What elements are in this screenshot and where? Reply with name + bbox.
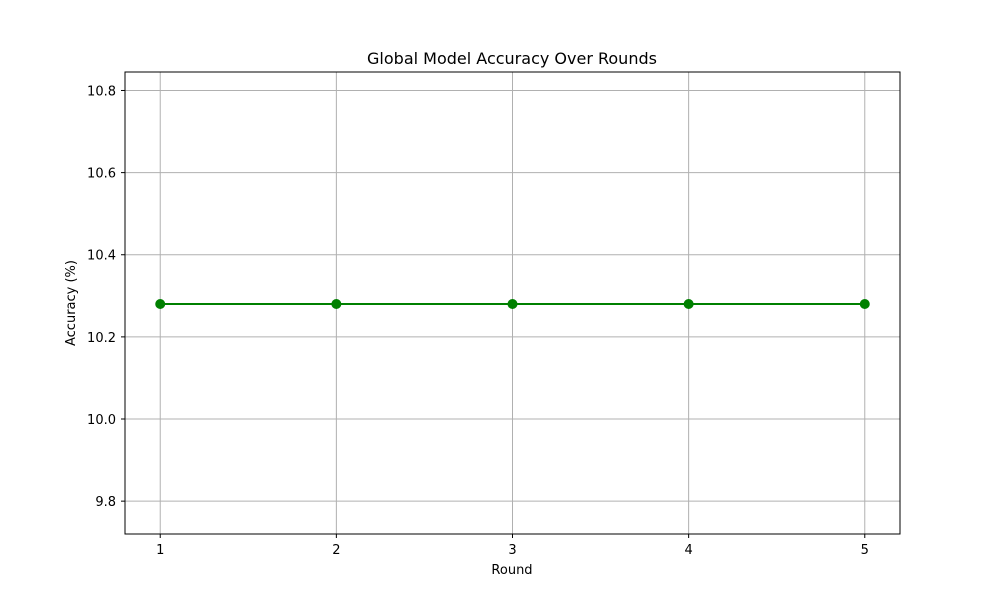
- y-tick-label: 9.8: [95, 495, 116, 510]
- x-tick-label: 4: [684, 543, 692, 558]
- x-axis-label: Round: [491, 563, 532, 578]
- data-point: [331, 299, 342, 310]
- series-layer: [155, 299, 870, 310]
- y-tick-label: 10.6: [87, 167, 116, 182]
- x-tick-label: 1: [156, 543, 164, 558]
- data-point: [155, 299, 166, 310]
- y-tick-label: 10.4: [87, 249, 116, 264]
- x-tick-label: 2: [332, 543, 340, 558]
- data-point: [683, 299, 694, 310]
- y-tick-label: 10.8: [87, 84, 116, 99]
- y-tick-label: 10.2: [87, 331, 116, 346]
- x-tick-label: 3: [508, 543, 516, 558]
- data-point: [859, 299, 870, 310]
- data-point: [507, 299, 518, 310]
- y-axis-label: Accuracy (%): [64, 260, 79, 346]
- ticks: 1 2 3 4 5 9.8 10.0 10.2 10.4 10.6 10.8: [87, 84, 869, 558]
- chart-title: Global Model Accuracy Over Rounds: [367, 49, 657, 68]
- x-tick-label: 5: [861, 543, 869, 558]
- y-tick-label: 10.0: [87, 413, 116, 428]
